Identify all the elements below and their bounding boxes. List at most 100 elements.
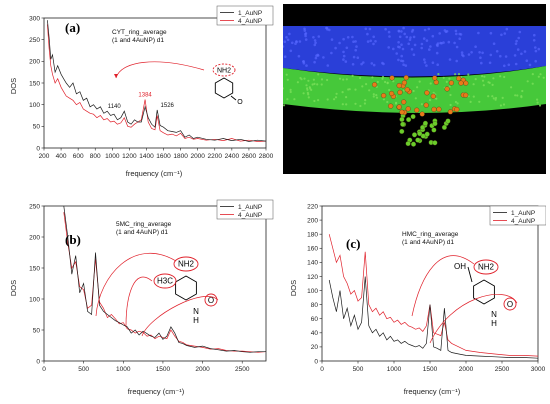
md-atom (431, 34, 435, 38)
x-tick-label: 500 (353, 366, 364, 373)
md-atom (423, 28, 427, 32)
md-atom (531, 73, 534, 76)
x-tick-label: 2600 (242, 153, 257, 160)
chart-panel-c: 0 500 1000 1500 2000 2500 3000 0 20 40 60 80 100 120 1… (284, 196, 546, 400)
md-atom (449, 103, 452, 107)
x-tick-label: 2500 (495, 366, 510, 373)
md-particle (423, 102, 429, 108)
md-atom (467, 73, 470, 76)
md-atom (520, 52, 523, 56)
md-atom (351, 35, 354, 39)
x-tick-label: 2800 (259, 153, 274, 160)
md-particle (430, 93, 436, 99)
md-atom (334, 96, 338, 99)
md-atom (285, 36, 288, 39)
md-atom (296, 81, 299, 84)
md-atom (304, 32, 308, 35)
md-particle (399, 109, 405, 115)
md-atom (352, 40, 355, 43)
md-atom (449, 93, 452, 97)
md-atom (479, 56, 482, 59)
md-atom (435, 97, 438, 100)
methyl-highlight (153, 273, 177, 289)
annotation-text: HMC_ring_average (402, 231, 459, 238)
md-atom (351, 63, 355, 66)
md-atom (521, 89, 524, 93)
md-atom (398, 35, 402, 39)
md-atom (442, 76, 445, 79)
md-particle (415, 137, 421, 143)
md-particle (405, 141, 411, 147)
md-atom (425, 39, 429, 42)
carbonyl-o: O (507, 300, 513, 309)
md-particle (388, 103, 394, 109)
md-atom (472, 95, 475, 98)
md-atom (439, 41, 442, 45)
y-axis-label: DOS (9, 280, 18, 296)
md-atom (481, 51, 484, 55)
md-atom (423, 61, 427, 64)
x-tick-label: 2000 (190, 153, 205, 160)
md-atom (478, 51, 481, 54)
peak-label: 1140 (108, 104, 122, 110)
md-atom (335, 92, 338, 95)
x-tick-label: 0 (42, 366, 46, 373)
md-atom (470, 51, 473, 54)
md-atom (491, 95, 494, 98)
md-atom (429, 82, 432, 85)
chart-panel-b: 0 500 1000 1500 2000 2500 0 50 100 150 200 250 frequ… (4, 196, 276, 400)
chart-a-svg: 200 400 600 800 1000 1200 1400 1600 1800 2000 2200… (9, 5, 274, 178)
md-atom (307, 96, 310, 99)
md-atom (403, 32, 406, 36)
md-atom (344, 60, 348, 63)
md-atom (397, 30, 401, 33)
md-atom (289, 49, 293, 53)
molecule-structure: NH2 H3C NH O (153, 256, 218, 325)
y-tick-label: 220 (307, 203, 318, 210)
md-atom (362, 61, 365, 64)
y-tick-label: 150 (29, 80, 40, 87)
x-tick-label: 1800 (173, 153, 188, 160)
ring-n: N (491, 310, 497, 319)
md-atom (407, 42, 410, 46)
md-atom (436, 44, 439, 48)
md-atom (356, 56, 360, 59)
md-atom (354, 88, 357, 91)
md-atom (289, 90, 292, 94)
md-atom (333, 98, 336, 101)
md-particle (445, 118, 451, 124)
md-atom (397, 45, 400, 49)
md-atom (542, 76, 545, 79)
md-atom (386, 81, 389, 84)
md-atom (427, 27, 431, 31)
md-particle (448, 80, 454, 86)
md-atom (372, 93, 375, 96)
md-atom (372, 95, 375, 98)
md-atom (288, 32, 291, 36)
md-atom (345, 46, 349, 50)
md-atom (397, 41, 400, 44)
md-gold-atoms (281, 26, 541, 68)
md-atom (534, 46, 537, 49)
md-particle (404, 87, 410, 93)
md-particle (441, 124, 447, 130)
y-tick-label: 0 (314, 358, 318, 365)
md-atom (528, 63, 532, 67)
md-atom (537, 75, 540, 78)
md-atom (516, 48, 520, 51)
molecule-structure: NH2 O (212, 63, 243, 106)
md-atom (375, 96, 379, 99)
md-atom (334, 46, 337, 50)
x-tick-label: 2500 (235, 366, 250, 373)
md-atom (297, 54, 301, 58)
co-bond (230, 95, 237, 101)
x-tick-label: 800 (90, 153, 101, 160)
series-line-4-aunp (47, 24, 266, 142)
x-tick-label: 1200 (122, 153, 137, 160)
x-tick-label: 2200 (208, 153, 223, 160)
md-atom (536, 101, 539, 104)
md-atom (314, 41, 317, 45)
md-particle (396, 83, 402, 89)
md-atom (481, 75, 484, 78)
